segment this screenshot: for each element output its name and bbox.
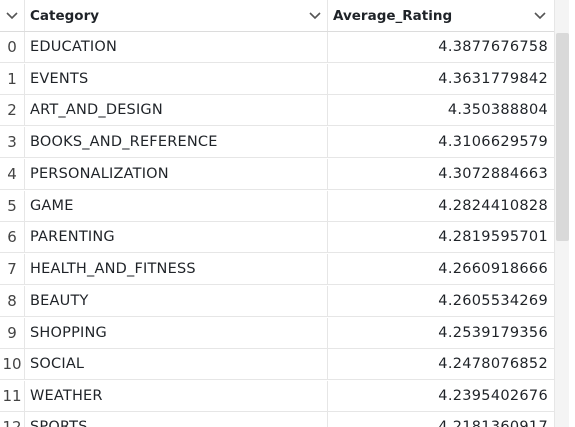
category-cell[interactable]: GAME (25, 190, 328, 221)
rating-cell[interactable]: 4.2539179356 (438, 324, 548, 341)
rating-cell[interactable]: 4.350388804 (447, 102, 548, 118)
table-row[interactable]: 6 PARENTING 4.2819595701 (0, 222, 554, 253)
row-index: 3 (0, 126, 25, 157)
category-cell[interactable]: HEALTH_AND_FITNESS (25, 253, 328, 284)
category-cell[interactable]: BOOKS_AND_REFERENCE (25, 126, 328, 157)
index-column-header[interactable] (0, 0, 25, 31)
rating-cell[interactable]: 4.2478076852 (438, 356, 548, 372)
rating-cell[interactable]: 4.2819595701 (438, 229, 548, 245)
table-row[interactable]: 2 ART_AND_DESIGN 4.350388804 (0, 95, 554, 126)
row-index: 10 (0, 349, 25, 379)
row-index: 9 (0, 317, 25, 348)
rating-cell[interactable]: 4.2660918666 (438, 260, 548, 277)
right-edge (569, 0, 575, 427)
category-cell[interactable]: PARENTING (25, 222, 328, 252)
category-cell[interactable]: ART_AND_DESIGN (25, 95, 328, 125)
rating-cell[interactable]: 4.3106629579 (438, 133, 548, 150)
row-index: 0 (0, 32, 25, 62)
table-row[interactable]: 7 HEALTH_AND_FITNESS 4.2660918666 (0, 253, 554, 285)
category-cell[interactable]: WEATHER (25, 380, 328, 411)
row-index: 12 (0, 412, 25, 427)
row-index: 7 (0, 253, 25, 284)
category-column-header[interactable]: Category (25, 0, 328, 31)
rating-header-label: Average_Rating (333, 7, 453, 24)
rating-cell[interactable]: 4.2395402676 (438, 387, 548, 404)
table-row[interactable]: 11 WEATHER 4.2395402676 (0, 380, 554, 412)
table-row[interactable]: 3 BOOKS_AND_REFERENCE 4.3106629579 (0, 126, 554, 158)
chevron-down-icon[interactable] (6, 10, 18, 22)
row-index: 6 (0, 222, 25, 252)
category-cell[interactable]: EDUCATION (25, 32, 328, 62)
table-row[interactable]: 5 GAME 4.2824410828 (0, 190, 554, 222)
row-index: 2 (0, 95, 25, 125)
table-header: Category Average_Rating (0, 0, 554, 32)
category-cell[interactable]: BEAUTY (25, 285, 328, 316)
category-cell[interactable]: SPORTS (25, 412, 328, 427)
table-row[interactable]: 9 SHOPPING 4.2539179356 (0, 317, 554, 349)
row-index: 4 (0, 158, 25, 189)
rating-cell[interactable]: 4.2605534269 (438, 292, 548, 309)
table-row[interactable]: 1 EVENTS 4.3631779842 (0, 63, 554, 95)
chevron-down-icon[interactable] (534, 10, 546, 22)
category-cell[interactable]: SHOPPING (25, 317, 328, 348)
rating-cell[interactable]: 4.3072884663 (438, 165, 548, 182)
table-row[interactable]: 0 EDUCATION 4.3877676758 (0, 32, 554, 63)
category-cell[interactable]: EVENTS (25, 63, 328, 94)
scrollbar-thumb[interactable] (556, 33, 569, 241)
rating-cell[interactable]: 4.3631779842 (438, 70, 548, 87)
row-index: 11 (0, 380, 25, 411)
table-row[interactable]: 12 SPORTS 4.2181360917 (0, 412, 554, 427)
rating-cell[interactable]: 4.3877676758 (438, 39, 548, 55)
rating-cell[interactable]: 4.2824410828 (438, 197, 548, 214)
category-header-label: Category (30, 7, 100, 24)
chevron-down-icon[interactable] (309, 10, 321, 22)
rating-cell[interactable]: 4.2181360917 (438, 419, 548, 427)
row-index: 8 (0, 285, 25, 316)
row-index: 1 (0, 63, 25, 94)
table-row[interactable]: 10 SOCIAL 4.2478076852 (0, 349, 554, 380)
category-cell[interactable]: SOCIAL (25, 349, 328, 379)
table-row[interactable]: 4 PERSONALIZATION 4.3072884663 (0, 158, 554, 190)
rating-column-header[interactable]: Average_Rating (328, 0, 554, 31)
table-row[interactable]: 8 BEAUTY 4.2605534269 (0, 285, 554, 317)
category-cell[interactable]: PERSONALIZATION (25, 158, 328, 189)
row-index: 5 (0, 190, 25, 221)
